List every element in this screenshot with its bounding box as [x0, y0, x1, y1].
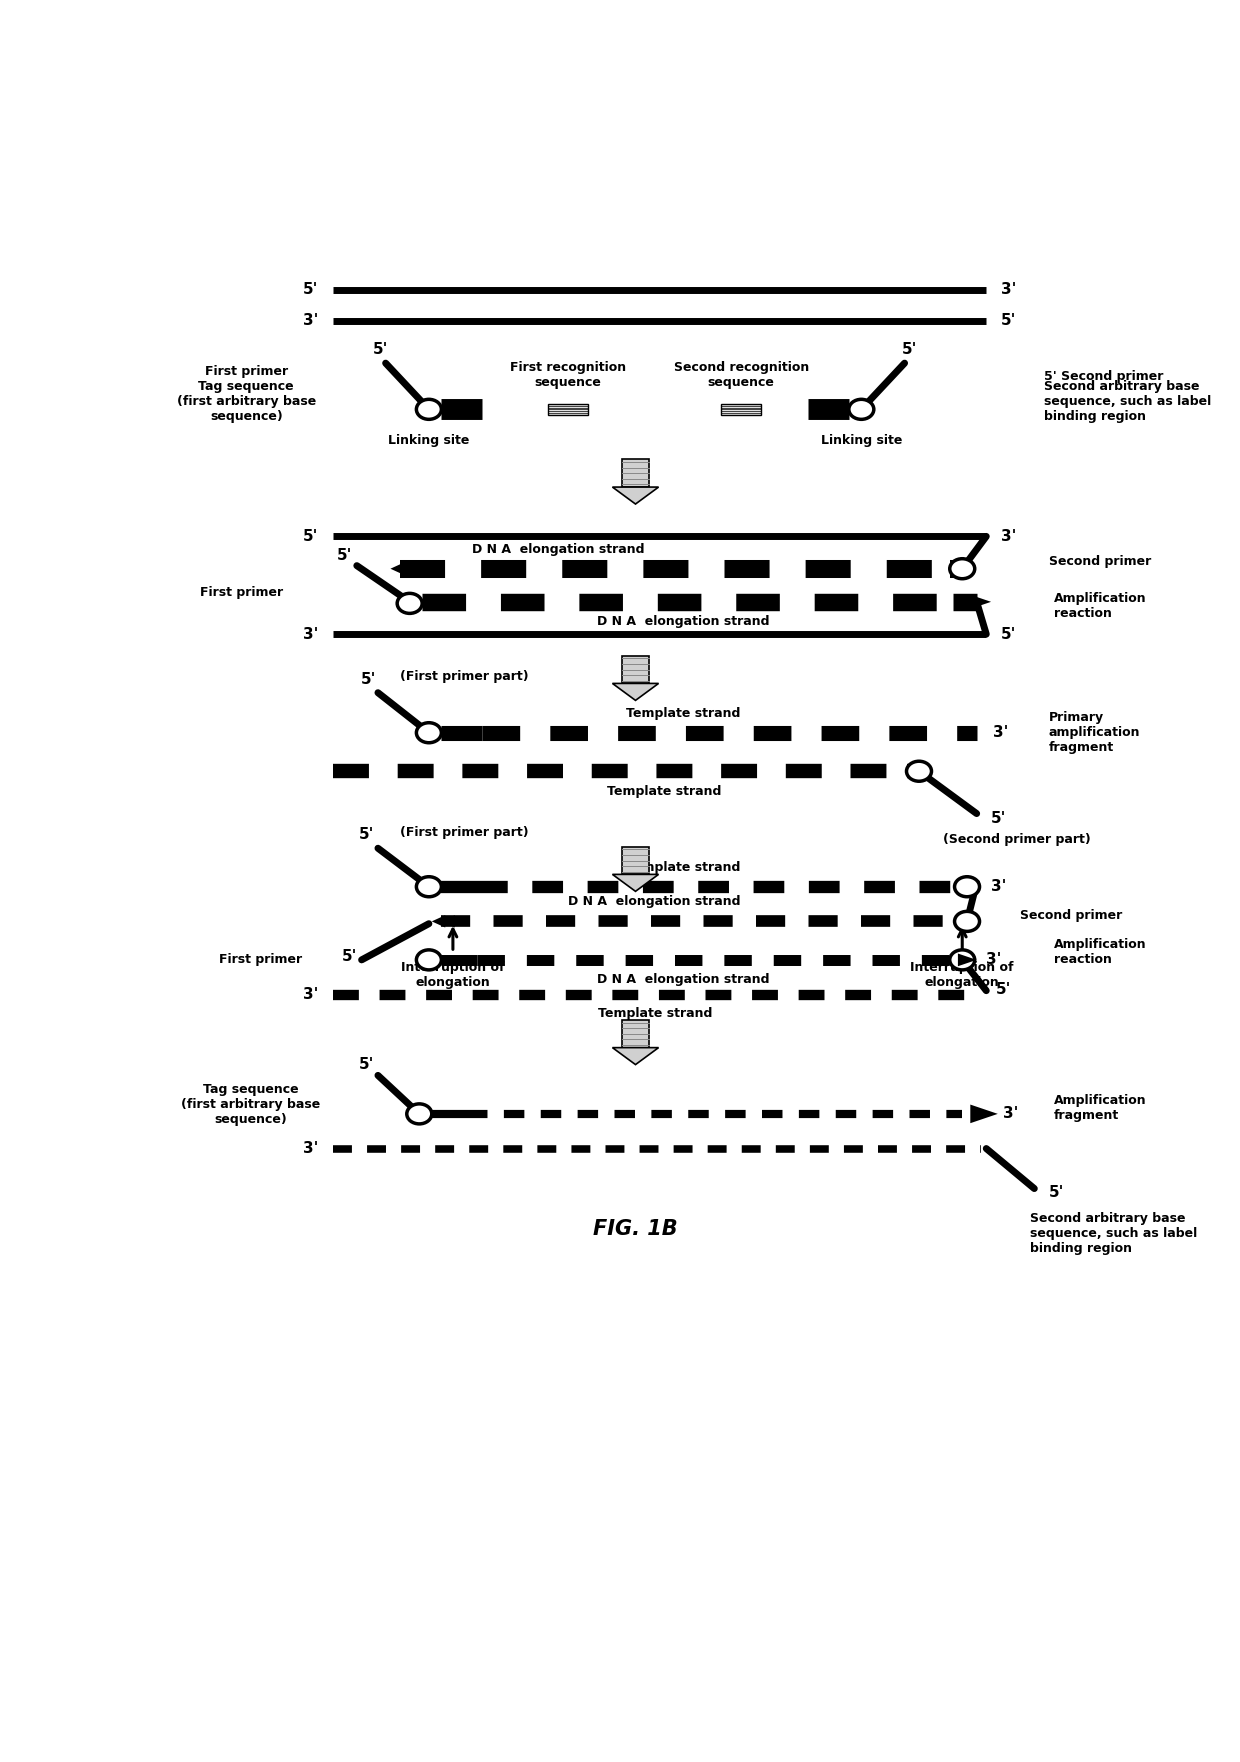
- Polygon shape: [959, 953, 977, 966]
- Circle shape: [417, 950, 441, 969]
- Text: First primer
Tag sequence
(first arbitrary base
sequence): First primer Tag sequence (first arbitra…: [176, 365, 316, 423]
- Text: Template strand: Template strand: [626, 707, 740, 719]
- Text: 3': 3': [991, 879, 1007, 895]
- Polygon shape: [391, 562, 404, 574]
- Text: 5': 5': [1001, 627, 1016, 641]
- Text: 5': 5': [361, 671, 376, 687]
- Bar: [720, 403, 761, 414]
- Text: Template strand: Template strand: [626, 860, 740, 874]
- Bar: [622, 1020, 649, 1048]
- Text: Second primer: Second primer: [1021, 909, 1122, 922]
- Text: 3': 3': [303, 1142, 319, 1156]
- Text: 5': 5': [303, 282, 319, 298]
- Bar: [622, 655, 649, 684]
- Polygon shape: [971, 1105, 998, 1122]
- Text: Amplification
reaction: Amplification reaction: [1054, 937, 1146, 966]
- Polygon shape: [613, 874, 658, 892]
- Text: 5': 5': [373, 342, 388, 358]
- Circle shape: [906, 761, 931, 781]
- Text: 3': 3': [1001, 529, 1016, 544]
- Bar: [622, 460, 649, 486]
- Circle shape: [417, 722, 441, 744]
- Polygon shape: [613, 486, 658, 504]
- Text: Second primer: Second primer: [1049, 555, 1151, 567]
- Text: D N A  elongation strand: D N A elongation strand: [568, 895, 742, 907]
- Polygon shape: [613, 684, 658, 700]
- Polygon shape: [441, 914, 455, 927]
- Circle shape: [950, 559, 975, 578]
- Text: 5': 5': [358, 1057, 374, 1071]
- Text: D N A  elongation strand: D N A elongation strand: [598, 615, 770, 627]
- Text: D N A  elongation strand: D N A elongation strand: [472, 543, 645, 555]
- Circle shape: [955, 911, 980, 932]
- Text: Second arbitrary base
sequence, such as label
binding region: Second arbitrary base sequence, such as …: [1029, 1212, 1197, 1255]
- Polygon shape: [972, 596, 991, 608]
- Bar: [622, 848, 649, 874]
- Text: (First primer part): (First primer part): [401, 826, 528, 839]
- Text: 5': 5': [991, 812, 1007, 826]
- Bar: [548, 403, 589, 414]
- Polygon shape: [613, 1048, 658, 1064]
- Text: (First primer part): (First primer part): [401, 671, 528, 684]
- Text: 5': 5': [358, 826, 374, 842]
- Text: 5': 5': [996, 983, 1012, 997]
- Text: (Second primer part): (Second primer part): [942, 833, 1091, 846]
- Text: 5': 5': [901, 342, 918, 358]
- Text: Tag sequence
(first arbitrary base
sequence): Tag sequence (first arbitrary base seque…: [181, 1084, 321, 1126]
- Circle shape: [397, 594, 422, 613]
- Text: First primer: First primer: [200, 587, 283, 599]
- Text: D N A  elongation strand: D N A elongation strand: [598, 973, 770, 987]
- Text: 3': 3': [303, 987, 319, 1003]
- Text: First primer: First primer: [219, 953, 303, 966]
- Text: 5': 5': [1001, 314, 1016, 328]
- Text: 3': 3': [986, 953, 1002, 967]
- Text: 5': 5': [341, 948, 357, 964]
- Circle shape: [849, 400, 874, 419]
- Text: Amplification
reaction: Amplification reaction: [1054, 592, 1146, 620]
- Text: Interruption of
elongation: Interruption of elongation: [402, 962, 505, 990]
- Text: Amplification
fragment: Amplification fragment: [1054, 1094, 1146, 1122]
- Text: Template strand: Template strand: [608, 786, 722, 798]
- Circle shape: [417, 877, 441, 897]
- Text: 3': 3': [1001, 282, 1016, 298]
- Text: 3': 3': [993, 726, 1008, 740]
- Text: Primary
amplification
fragment: Primary amplification fragment: [1049, 712, 1141, 754]
- Polygon shape: [401, 562, 413, 574]
- Circle shape: [955, 877, 980, 897]
- Text: 5': 5': [1049, 1184, 1064, 1200]
- Text: First recognition
sequence: First recognition sequence: [510, 361, 626, 389]
- Text: 5': 5': [336, 548, 352, 564]
- Text: FIG. 1B: FIG. 1B: [593, 1219, 678, 1239]
- Text: 3': 3': [303, 314, 319, 328]
- Text: Template strand: Template strand: [598, 1006, 712, 1020]
- Circle shape: [407, 1103, 432, 1124]
- Circle shape: [950, 950, 975, 969]
- Text: 3': 3': [303, 627, 319, 641]
- Text: 5' Second primer: 5' Second primer: [1044, 370, 1163, 384]
- Text: Linking site: Linking site: [388, 433, 470, 448]
- Circle shape: [417, 400, 441, 419]
- Text: 5': 5': [303, 529, 319, 544]
- Text: Linking site: Linking site: [821, 433, 901, 448]
- Text: Second arbitrary base
sequence, such as label
binding region: Second arbitrary base sequence, such as …: [1044, 381, 1211, 423]
- Text: Interruption of
elongation: Interruption of elongation: [910, 962, 1014, 990]
- Text: Second recognition
sequence: Second recognition sequence: [673, 361, 808, 389]
- Polygon shape: [432, 914, 445, 927]
- Text: 3': 3': [1003, 1107, 1018, 1121]
